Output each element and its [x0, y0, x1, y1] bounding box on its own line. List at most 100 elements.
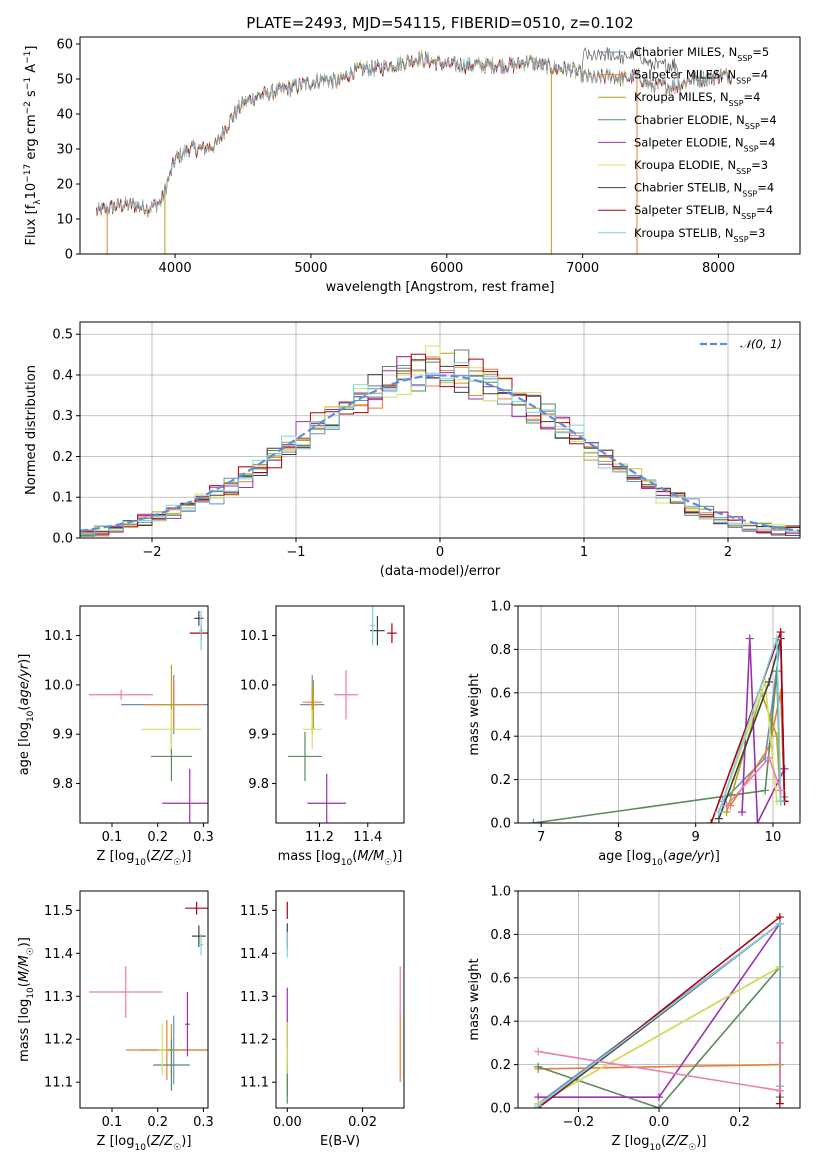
x-tick-label: 0.00: [273, 1115, 302, 1130]
legend-subscript: SSP: [737, 54, 752, 63]
x-axis-label: age [log10(age/yr)]: [598, 849, 720, 868]
y-tick-label: 20: [56, 178, 73, 193]
y-tick-label: 0.6: [490, 686, 511, 701]
x-axis-label: Z [log10(Z/Z☉)]: [97, 1134, 192, 1153]
spectrum-title: PLATE=2493, MJD=54115, FIBERID=0510, z=0…: [246, 14, 633, 32]
weight-marker: [765, 753, 774, 762]
y-tick-label: 9.8: [52, 777, 73, 792]
label-fragment: )]: [181, 849, 191, 864]
legend-label: Salpeter STELIB, NSSP=4: [634, 203, 773, 221]
legend-label: Chabrier ELODIE, NSSP=4: [634, 113, 777, 131]
label-fragment: )]: [181, 1134, 191, 1149]
label-fragment: Z/Z: [665, 1134, 689, 1149]
histogram-series-7: [80, 353, 800, 538]
x-tick-label: 8: [614, 830, 622, 845]
x-tick-label: 0.0: [649, 1115, 670, 1130]
label-fragment: Z/Z: [150, 1134, 174, 1149]
y-axis-label: mass weight: [467, 958, 482, 1040]
label-fragment: 10: [649, 1143, 661, 1153]
label-fragment: 10: [26, 710, 36, 722]
y-tick-label: 0.4: [52, 368, 73, 383]
histogram-series-8: [80, 362, 800, 538]
x-tick-label: 1: [580, 545, 588, 560]
weight-marker: [534, 1101, 543, 1108]
y-tick-label: 1.0: [490, 885, 511, 900]
y-tick-label: 11.3: [240, 990, 269, 1005]
weight-marker: [765, 677, 774, 686]
label-fragment: age/yr: [17, 662, 32, 705]
label-fragment: M/M: [357, 849, 384, 864]
weight-marker: [707, 819, 716, 823]
label-fragment: ☉: [26, 947, 36, 955]
x-tick-label: 8000: [702, 261, 735, 276]
legend-subscript: SSP: [742, 189, 757, 198]
plot-area: [286, 901, 401, 1104]
label-fragment: (: [663, 849, 668, 864]
legend-subscript: SSP: [734, 234, 749, 243]
y-tick-label: 11.4: [240, 947, 269, 962]
x-tick-label: −0.2: [563, 1115, 595, 1130]
x-tick-label: −1: [286, 545, 305, 560]
label-fragment: ☉: [384, 858, 392, 868]
plot-area: [89, 610, 208, 823]
weight-marker: [761, 786, 770, 795]
label-fragment: (: [17, 706, 32, 711]
legend-label: Salpeter ELODIE, NSSP=4: [634, 135, 776, 153]
y-tick-label: 10.0: [44, 678, 73, 693]
axes-frame: [517, 605, 801, 824]
y-tick-label: 0.2: [490, 773, 511, 788]
weight-marker: [776, 797, 785, 806]
label-fragment: mass [log: [17, 999, 32, 1062]
label-fragment: Z [log: [97, 849, 135, 864]
chart-panel-3: 11.2 11.4 9.8 9.9 10.0 10.1 mass [log10(M/M☉)]: [240, 605, 405, 868]
y-tick-label: 60: [56, 38, 73, 53]
axes-frame: [275, 605, 405, 824]
chart-panel-2: 0.1 0.2 0.39.89.910.010.1Z [log10(Z/Z☉)]ag…: [17, 605, 214, 868]
x-tick-label: 0.1: [102, 1115, 123, 1130]
label-fragment: age [log: [17, 722, 32, 775]
x-tick-label: 0.02: [348, 1115, 377, 1130]
y-tick-label: 0.5: [52, 328, 73, 343]
legend-subscript: SSP: [736, 76, 751, 85]
plot-area: [288, 606, 397, 823]
plot-area: [534, 913, 784, 1108]
label-fragment: Z [log: [97, 1134, 135, 1149]
x-axis-label: mass [log10(M/M☉)]: [278, 849, 403, 868]
y-tick-label: 0.0: [490, 817, 511, 832]
x-axis-label: Z [log10(Z/Z☉)]: [97, 849, 192, 868]
x-tick-label: 7000: [566, 261, 599, 276]
y-tick-label: 11.1: [44, 1076, 73, 1091]
label-fragment: )]: [17, 937, 32, 947]
y-tick-label: 0.4: [490, 730, 511, 745]
y-tick-label: 9.9: [248, 728, 269, 743]
label-fragment: age/yr: [668, 849, 711, 864]
y-tick-label: 11.1: [240, 1076, 269, 1091]
weight-marker: [655, 1104, 663, 1108]
weight-marker: [529, 819, 538, 823]
legend-label: Chabrier MILES, NSSP=5: [634, 45, 769, 63]
weight-marker: [534, 1047, 543, 1056]
label-fragment: λ: [33, 199, 43, 205]
y-tick-label: 10.1: [240, 629, 269, 644]
y-axis-label: mass [log10(M/M☉)]: [17, 937, 36, 1062]
weight-series-1: [538, 1063, 780, 1070]
label-fragment: (: [352, 849, 357, 864]
label-fragment: 10: [134, 1143, 146, 1153]
x-tick-label: 11.4: [353, 830, 382, 845]
axes-frame: [79, 36, 801, 255]
y-tick-label: 50: [56, 73, 73, 88]
label-fragment: Z [log: [612, 1134, 650, 1149]
weight-marker: [775, 1038, 784, 1047]
x-tick-label: 2: [724, 545, 732, 560]
y-axis-label: Normed distribution: [24, 365, 39, 495]
y-tick-label: 9.9: [52, 728, 73, 743]
y-tick-label: 0.8: [490, 928, 511, 943]
x-tick-label: 6000: [430, 261, 463, 276]
label-fragment: Z/Z: [150, 849, 174, 864]
legend-subscript: SSP: [744, 144, 759, 153]
y-tick-label: 30: [56, 143, 73, 158]
label-fragment: M/M: [17, 955, 32, 982]
label-fragment: ☉: [173, 1143, 181, 1153]
y-tick-label: 0.3: [52, 409, 73, 424]
